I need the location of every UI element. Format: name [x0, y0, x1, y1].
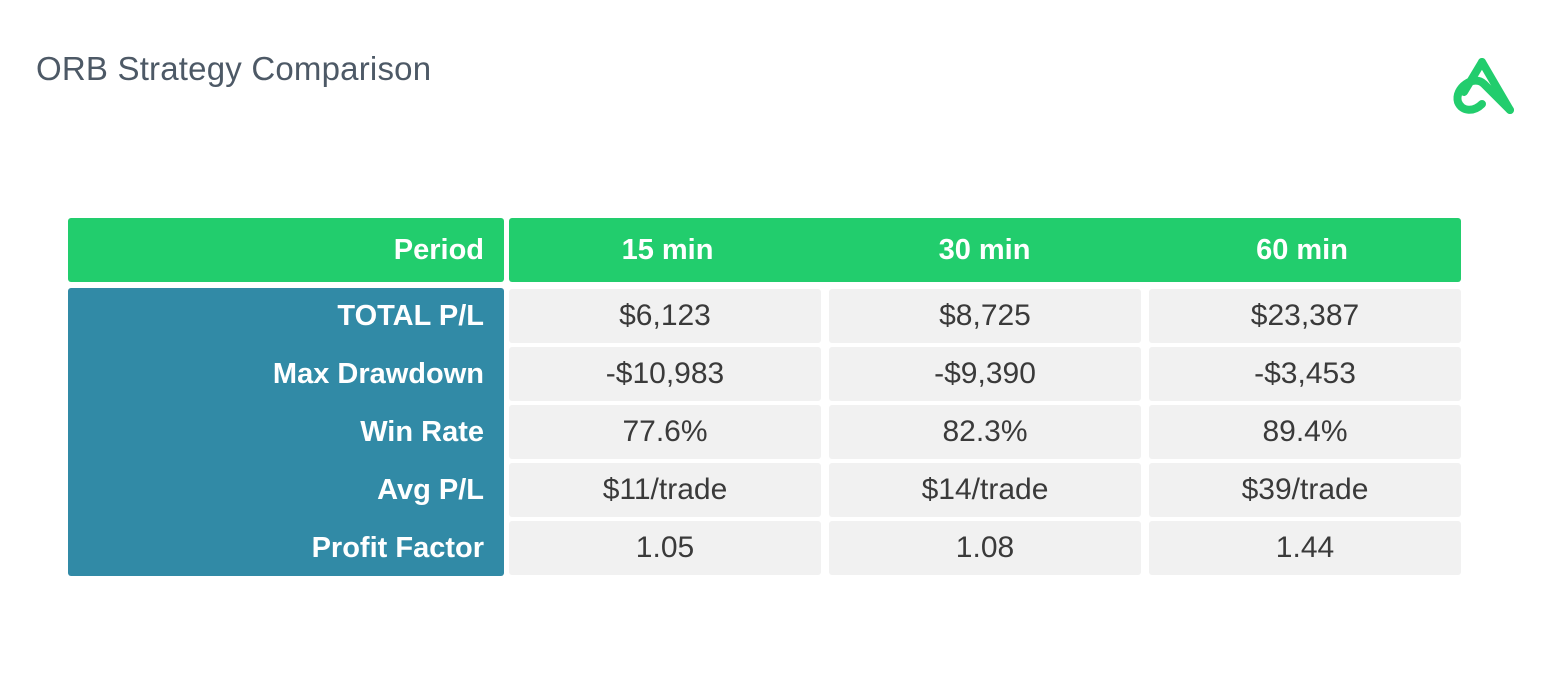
table-cell: -$9,390: [829, 347, 1141, 401]
table-cell: $11/trade: [509, 463, 821, 517]
page-title: ORB Strategy Comparison: [36, 50, 432, 87]
table-cell: $14/trade: [829, 463, 1141, 517]
table-cell: $39/trade: [1149, 463, 1461, 517]
table-cell: 77.6%: [509, 405, 821, 459]
column-header-60min: 60 min: [1256, 233, 1348, 266]
table-cell: -$10,983: [509, 347, 821, 401]
table-cell: -$3,453: [1149, 347, 1461, 401]
table-cell: $8,725: [829, 289, 1141, 343]
table-cell: $6,123: [509, 289, 821, 343]
column-header-30min: 30 min: [938, 233, 1031, 266]
table-cell: 1.08: [829, 521, 1141, 575]
row-label-profit-factor: Profit Factor: [311, 531, 484, 564]
row-label-avg-pl: Avg P/L: [377, 473, 484, 506]
row-label-win-rate: Win Rate: [360, 415, 484, 448]
row-label-total-pl: TOTAL P/L: [337, 299, 484, 332]
table-cell: 89.4%: [1149, 405, 1461, 459]
comparison-table: Period 15 min 30 min 60 min TOTAL P/L Ma…: [68, 218, 1462, 577]
header-label: Period: [68, 218, 504, 282]
brand-logo-icon: [1444, 54, 1520, 120]
row-label-max-drawdown: Max Drawdown: [272, 357, 484, 390]
table-cell: 1.44: [1149, 521, 1461, 575]
table-cell: $23,387: [1149, 289, 1461, 343]
table-cell: 1.05: [509, 521, 821, 575]
table-cell: 82.3%: [829, 405, 1141, 459]
header-columns: 15 min 30 min 60 min: [509, 218, 1461, 282]
row-labels-panel: TOTAL P/L Max Drawdown Win Rate Avg P/L …: [68, 288, 504, 576]
column-header-15min: 15 min: [621, 233, 714, 266]
